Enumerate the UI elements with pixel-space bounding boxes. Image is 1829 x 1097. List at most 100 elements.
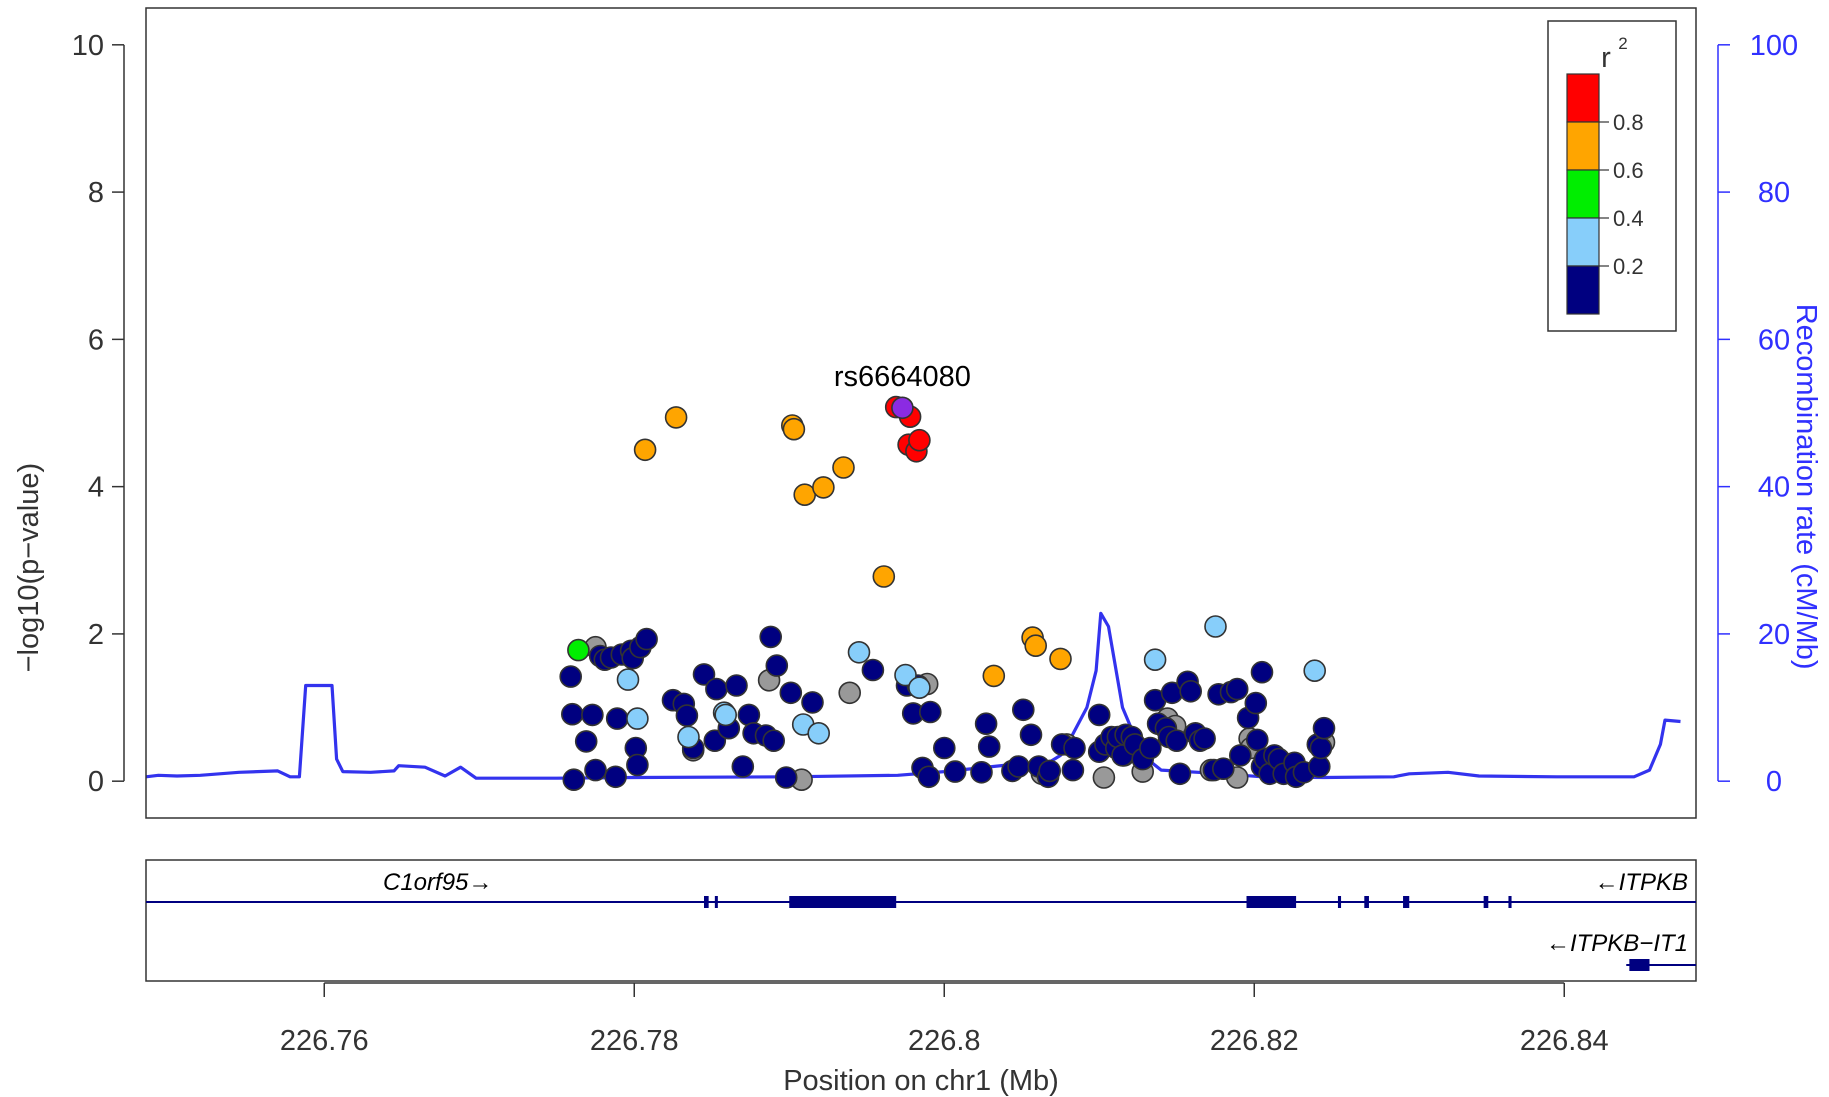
snp-point <box>908 428 931 452</box>
snp-point <box>1049 647 1072 671</box>
snp-point <box>762 729 786 753</box>
legend-label: 0.6 <box>1613 158 1644 183</box>
snp-point <box>574 730 598 753</box>
x-axis-title: Position on chr1 (Mb) <box>783 1065 1059 1097</box>
legend-swatch <box>1566 265 1600 315</box>
snp-point <box>1019 723 1043 747</box>
snp-point <box>626 753 649 777</box>
snp-point <box>1250 660 1274 684</box>
exon <box>1364 896 1369 908</box>
x-tick-label: 226.8 <box>908 1025 981 1057</box>
gene-itpkb-it1: ←ITPKB−IT1 <box>1546 930 1696 971</box>
snp-point <box>1229 744 1252 767</box>
gene-label-c1orf95: C1orf95→ <box>383 869 492 896</box>
snp-point <box>731 755 755 778</box>
snp-point <box>782 417 806 441</box>
x-tick-label: 226.84 <box>1520 1025 1609 1057</box>
legend-label: 0.2 <box>1613 254 1644 279</box>
snp-point <box>1193 727 1216 750</box>
snp-point <box>918 700 942 724</box>
lead-snp-point <box>891 396 914 420</box>
snp-point <box>1139 736 1162 760</box>
snp-point <box>1007 755 1030 778</box>
snp-point <box>705 677 728 701</box>
plot-frame <box>145 7 1697 819</box>
y-tick-label-left: 6 <box>88 324 104 356</box>
snp-point <box>779 681 803 705</box>
lead-snp-label: rs6664080 <box>834 361 971 393</box>
snp-point <box>635 627 658 651</box>
snp-point <box>1024 634 1047 658</box>
snp-point <box>908 676 931 700</box>
x-tick-label: 226.82 <box>1210 1025 1299 1057</box>
legend-title: r <box>1601 42 1611 74</box>
snp-point <box>765 654 789 677</box>
legend-label: 0.4 <box>1613 206 1644 231</box>
snp-point <box>1212 757 1235 781</box>
snp-point <box>759 625 783 649</box>
snp-point <box>1225 677 1249 701</box>
snp-point <box>664 406 688 429</box>
exon <box>714 896 718 908</box>
y-tick-label-right: 60 <box>1758 324 1790 356</box>
snp-point <box>581 703 604 727</box>
snp-point <box>562 768 586 792</box>
snp-point <box>970 760 993 784</box>
legend-label: 0.8 <box>1613 110 1644 135</box>
snp-point <box>616 668 640 691</box>
snp-point <box>725 674 748 697</box>
y-tick-label-right: 40 <box>1758 472 1790 504</box>
snp-point <box>1011 698 1035 722</box>
snp-point <box>932 736 956 760</box>
snp-point <box>793 483 817 507</box>
y-axis-right: 0 20 40 60 80 100 Recombination rate (cM/Mb) <box>1717 30 1822 798</box>
legend-swatch <box>1566 121 1600 171</box>
snp-point <box>567 638 590 662</box>
snp-point <box>1168 762 1192 786</box>
exon <box>1508 896 1512 908</box>
snp-point <box>982 664 1006 688</box>
gene-label-itpkb: ←ITPKB <box>1595 869 1688 896</box>
snp-point <box>677 725 700 749</box>
exon <box>1337 896 1342 908</box>
y-axis-left: 0 2 4 6 8 10 −log10(p−value) <box>13 30 125 798</box>
exon <box>1403 896 1410 908</box>
snp-point <box>917 765 941 789</box>
y-tick-label-left: 10 <box>72 30 104 62</box>
exon <box>1629 959 1650 971</box>
snp-point <box>1061 758 1085 782</box>
y-tick-label-left: 4 <box>88 472 104 504</box>
gene-label-itpkb-it1: ←ITPKB−IT1 <box>1546 930 1688 957</box>
snp-points-layer: rs6664080 <box>559 361 1336 792</box>
snp-point <box>703 729 727 753</box>
snp-point <box>1312 716 1336 740</box>
legend-title-superscript: 2 <box>1618 34 1627 53</box>
y-tick-label-right: 100 <box>1750 30 1798 62</box>
snp-point <box>584 758 607 782</box>
axes-layer: 0 2 4 6 8 10 −log10(p−value) 0 20 40 60 80 100 Recomb… <box>13 30 1822 1097</box>
exon <box>704 896 709 908</box>
plot-frames <box>145 7 1697 982</box>
snp-point <box>626 707 649 730</box>
snp-point <box>1063 736 1086 760</box>
snp-point <box>1246 728 1269 752</box>
y-axis-right-title: Recombination rate (cM/Mb) <box>1790 304 1822 670</box>
exon <box>1246 896 1297 908</box>
gene-track-frame <box>145 859 1697 982</box>
snp-point <box>774 766 798 789</box>
snp-point <box>1092 766 1116 789</box>
y-tick-label-left: 2 <box>88 619 104 651</box>
x-tick-label: 226.76 <box>280 1025 369 1057</box>
y-tick-label-left: 8 <box>88 177 104 209</box>
snp-point <box>737 703 761 727</box>
snp-point <box>1204 615 1227 638</box>
legend-swatch <box>1566 217 1600 267</box>
snp-point <box>1303 659 1326 683</box>
y-axis-left-title: −log10(p−value) <box>13 463 45 673</box>
r2-legend: r 2 0.8 0.6 0.4 0.2 <box>1547 20 1677 332</box>
snp-point <box>943 760 967 783</box>
snp-point <box>1244 691 1268 715</box>
exon <box>1483 896 1489 908</box>
y-tick-label-left: 0 <box>88 766 104 798</box>
legend-swatch <box>1566 169 1600 219</box>
